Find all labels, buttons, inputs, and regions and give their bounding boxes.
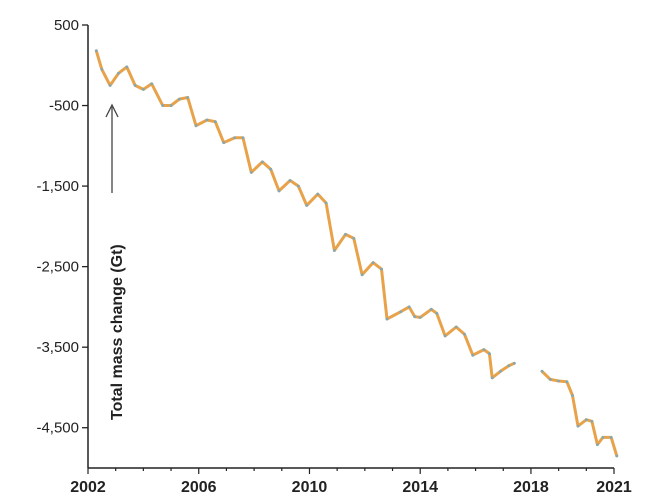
x-axis-ticks: 2002 2006 2010 2014 2018 2021 [70,468,632,496]
x-tick-label: 2014 [402,479,438,496]
data-point [206,119,209,122]
y-tick-label: 500 [54,17,79,34]
data-point [419,316,422,319]
data-point [577,425,580,428]
data-point [325,202,328,205]
data-point [483,348,486,351]
data-point [316,193,319,196]
data-point [463,333,466,336]
data-point [499,370,502,373]
data-point [269,168,272,171]
data-point [557,380,560,383]
data-point [549,378,552,381]
x-tick-label: 2021 [596,479,632,496]
data-point [488,352,491,355]
axes [88,25,614,468]
y-axis-ticks: 500 -500 -1,500 -2,500 -3,500 -4,500 [36,17,88,437]
data-point [585,418,588,421]
data-point [100,68,103,71]
data-point [95,49,98,52]
x-tick-label: 2006 [181,479,217,496]
data-point [571,394,574,397]
data-point [380,268,383,271]
data-point [195,124,198,127]
data-point [178,98,181,101]
data-point [278,190,281,193]
y-tick-label: -4,500 [36,420,79,437]
y-tick-label: -500 [49,98,79,115]
y-tick-label: -3,500 [36,339,79,356]
annotation: Total mass change (Gt) [106,105,126,420]
data-series [95,49,618,457]
data-point [134,84,137,87]
data-point [233,136,236,139]
data-point [399,310,402,313]
data-point [596,443,599,446]
data-point [615,455,618,458]
y-tick-label: -2,500 [36,259,79,276]
data-point [305,204,308,207]
data-point [361,273,364,276]
data-point [352,237,355,240]
data-point [372,261,375,264]
data-point [170,104,173,107]
y-axis-title: Total mass change (Gt) [109,244,126,420]
data-point [222,141,225,144]
data-point [161,104,164,107]
data-point [261,161,264,164]
data-point [591,420,594,423]
data-point [289,179,292,182]
data-point [242,136,245,139]
x-tick-label: 2002 [70,479,106,496]
data-point [117,72,120,75]
y-tick-label: -1,500 [36,178,79,195]
data-point [430,308,433,311]
data-point [435,312,438,315]
data-point [142,88,145,91]
data-point [333,249,336,252]
data-point [214,120,217,123]
series-line-segment-2 [542,371,617,456]
data-point [491,376,494,379]
data-point [297,185,300,188]
data-point [444,335,447,338]
data-point [186,96,189,99]
data-point [125,66,128,69]
series-line-segment-1 [96,51,514,378]
x-tick-label: 2018 [513,479,549,496]
data-point [386,318,389,321]
data-point [602,436,605,439]
x-tick-label: 2010 [292,479,328,496]
data-point [610,436,613,439]
data-point [250,171,253,174]
data-point [513,362,516,365]
data-point [455,326,458,329]
data-point [471,354,474,357]
data-point [566,380,569,383]
data-point [507,364,510,367]
data-point [344,233,347,236]
data-point [109,84,112,87]
data-point [541,370,544,373]
data-point [150,82,153,85]
data-point [413,315,416,318]
data-point [408,306,411,309]
